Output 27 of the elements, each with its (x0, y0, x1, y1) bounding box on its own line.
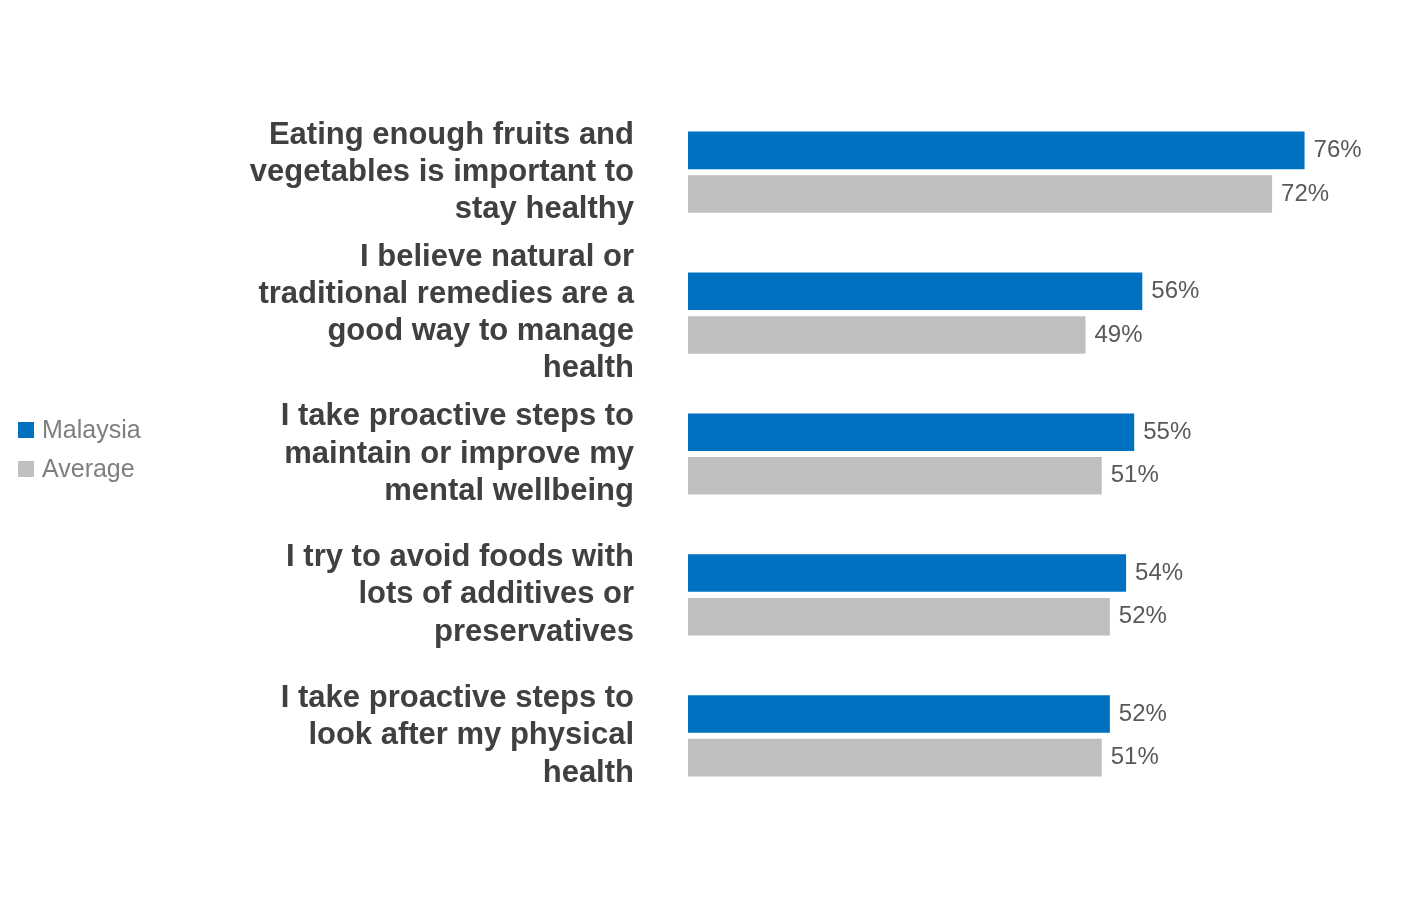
data-label: 49% (1094, 319, 1143, 347)
bar (688, 695, 1110, 733)
data-label: 72% (1281, 178, 1330, 206)
y-tick-label: I take proactive steps to maintain or improve my mental wellbeing (280, 397, 635, 507)
data-label: 56% (1151, 275, 1200, 303)
bar (688, 554, 1127, 592)
data-label: 52% (1118, 698, 1167, 726)
legend-label: Malaysia (42, 415, 141, 444)
bar (688, 738, 1102, 777)
data-label: 76% (1313, 135, 1362, 163)
data-label: 54% (1135, 557, 1184, 585)
bar (688, 272, 1143, 311)
bar (688, 413, 1135, 451)
data-label: 51% (1110, 742, 1159, 770)
legend-label: Average (42, 454, 135, 483)
bar (688, 597, 1110, 636)
bar (688, 316, 1086, 354)
data-label: 52% (1118, 601, 1167, 629)
bar (688, 131, 1305, 170)
data-label: 55% (1143, 416, 1192, 444)
bar (688, 175, 1273, 213)
bar (688, 457, 1102, 495)
y-tick-label: I take proactive steps to look after my physical health (280, 679, 634, 789)
y-tick-label: I believe natural or traditional remedies are a good way to manage health (258, 237, 635, 385)
y-tick-label: I try to avoid foods with lots of additives or preservatives (286, 538, 634, 648)
y-tick-label: Eating enough fruits and vegetables is important to stay healthy (249, 115, 635, 225)
data-label: 51% (1110, 460, 1159, 488)
